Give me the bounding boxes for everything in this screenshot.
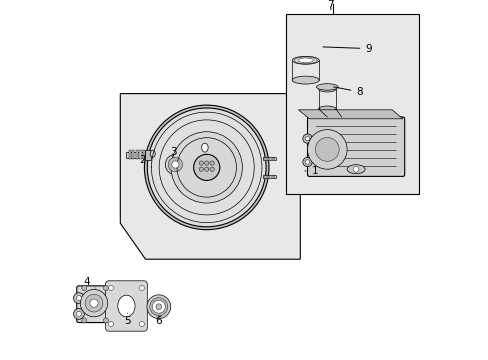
Circle shape: [85, 294, 102, 312]
Ellipse shape: [150, 150, 155, 157]
Circle shape: [139, 321, 144, 327]
Circle shape: [81, 285, 87, 291]
Circle shape: [80, 289, 107, 317]
Text: 2: 2: [140, 155, 151, 167]
Ellipse shape: [292, 57, 319, 64]
Text: 1: 1: [304, 166, 317, 176]
Text: 8: 8: [333, 87, 362, 97]
FancyBboxPatch shape: [307, 117, 404, 176]
Circle shape: [204, 167, 208, 171]
Circle shape: [209, 161, 214, 165]
Circle shape: [302, 134, 311, 143]
Circle shape: [103, 318, 108, 323]
Ellipse shape: [292, 76, 319, 84]
Bar: [125, 152, 145, 158]
Bar: [128, 150, 130, 159]
Circle shape: [305, 160, 309, 164]
Circle shape: [352, 166, 358, 172]
Circle shape: [73, 293, 84, 303]
Circle shape: [147, 108, 265, 227]
FancyBboxPatch shape: [105, 281, 147, 331]
Bar: [262, 175, 276, 178]
FancyBboxPatch shape: [77, 286, 117, 323]
Bar: [145, 150, 151, 160]
Circle shape: [171, 132, 242, 203]
Text: 6: 6: [155, 316, 162, 326]
Circle shape: [81, 318, 87, 323]
Circle shape: [146, 295, 170, 319]
Ellipse shape: [120, 299, 124, 309]
Circle shape: [108, 285, 113, 291]
Circle shape: [302, 157, 311, 167]
Ellipse shape: [298, 58, 312, 63]
Bar: [115, 297, 130, 311]
Circle shape: [204, 161, 208, 165]
Circle shape: [165, 154, 185, 175]
Ellipse shape: [346, 165, 365, 174]
Circle shape: [76, 296, 81, 301]
Bar: [142, 150, 145, 159]
Bar: [132, 150, 134, 159]
Circle shape: [199, 167, 203, 171]
Circle shape: [139, 285, 144, 291]
Circle shape: [193, 154, 219, 180]
Ellipse shape: [118, 295, 135, 317]
Ellipse shape: [318, 86, 335, 92]
Circle shape: [305, 136, 309, 141]
Ellipse shape: [201, 143, 208, 152]
Circle shape: [144, 105, 268, 230]
Circle shape: [152, 300, 165, 313]
Circle shape: [307, 130, 346, 169]
Ellipse shape: [316, 84, 337, 90]
Ellipse shape: [318, 106, 335, 112]
Circle shape: [156, 304, 162, 310]
Circle shape: [76, 311, 81, 316]
Circle shape: [149, 298, 167, 316]
Circle shape: [73, 309, 84, 319]
Bar: [285, 14, 418, 194]
Circle shape: [209, 167, 214, 171]
Circle shape: [315, 138, 339, 161]
Circle shape: [108, 321, 113, 327]
Text: 5: 5: [124, 313, 131, 326]
Polygon shape: [298, 110, 402, 119]
Text: 7: 7: [327, 0, 333, 10]
Circle shape: [90, 299, 98, 307]
Text: 9: 9: [322, 44, 371, 54]
Polygon shape: [120, 94, 300, 259]
Bar: [262, 157, 276, 160]
Bar: [136, 150, 138, 159]
Circle shape: [171, 161, 179, 168]
Circle shape: [103, 285, 108, 291]
Text: 3: 3: [170, 147, 177, 157]
Circle shape: [168, 157, 182, 172]
Circle shape: [199, 161, 203, 165]
Text: 4: 4: [83, 276, 95, 288]
Bar: [139, 150, 141, 159]
